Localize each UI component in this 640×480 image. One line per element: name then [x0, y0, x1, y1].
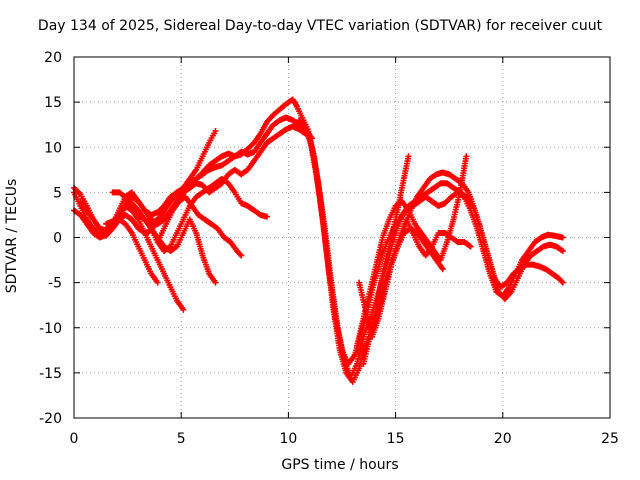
y-tick-label: -20	[39, 411, 62, 427]
x-tick-label: 15	[387, 431, 405, 447]
series-trail	[136, 212, 218, 284]
y-tick-label: 20	[44, 50, 62, 66]
series-trail	[104, 216, 160, 284]
y-tick-label: -5	[48, 276, 62, 292]
plot-frame	[73, 56, 611, 419]
y-tick-label: 0	[53, 231, 62, 247]
x-tick-label: 0	[70, 431, 79, 447]
y-tick-label: 15	[44, 95, 62, 111]
series-track-g	[122, 202, 187, 313]
series-track-f	[103, 216, 161, 286]
series-track-i	[156, 193, 245, 259]
series-track-p	[371, 216, 474, 331]
series-trail	[123, 203, 186, 311]
y-tick-label: 10	[44, 140, 62, 156]
series-trail	[371, 218, 473, 329]
x-tick-label: 20	[494, 431, 512, 447]
x-tick-label: 10	[279, 431, 297, 447]
x-axis-label: GPS time / hours	[281, 457, 399, 473]
data-layer	[71, 96, 566, 385]
tick-layer: 0 5 10 15 20 25 -20 -15 -10 -5 0 5 10 15 20	[39, 50, 619, 447]
series-track-n	[360, 153, 412, 367]
y-tick-label: -10	[39, 321, 62, 337]
series-trail	[157, 194, 244, 258]
x-tick-label: 25	[601, 431, 619, 447]
series-track-h	[135, 211, 219, 286]
chart-title: Day 134 of 2025, Sidereal Day-to-day VTE…	[37, 18, 603, 34]
y-tick-label: 5	[53, 185, 62, 201]
y-tick-label: -15	[39, 366, 62, 382]
x-tick-label: 5	[177, 431, 186, 447]
